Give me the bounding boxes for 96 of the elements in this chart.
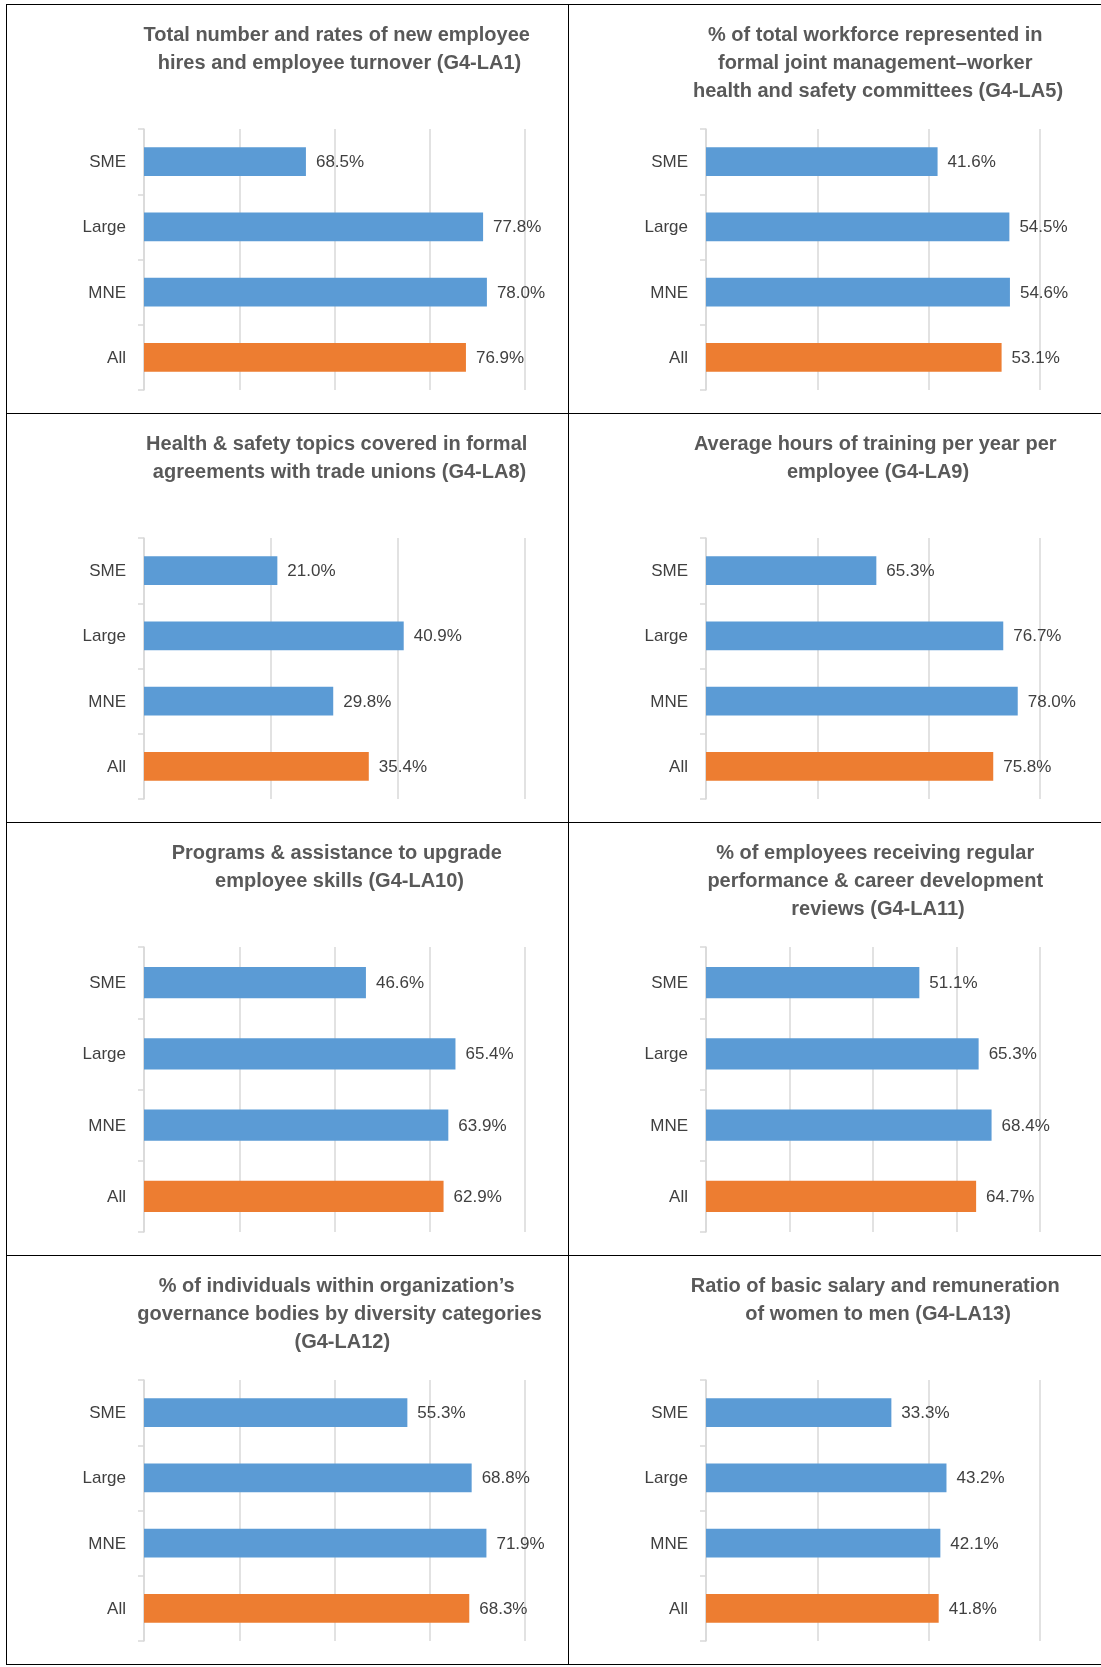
y-tick-label: Large [82,626,126,646]
y-tick-label: Large [82,217,126,237]
y-tick-label: All [669,1598,688,1618]
bar [144,966,366,999]
bar [706,1398,892,1427]
data-label: 33.3% [901,1403,950,1423]
bar [144,1109,449,1141]
bar [144,1528,487,1558]
y-tick-label: MNE [88,1115,126,1135]
y-tick-label: All [107,1186,126,1206]
data-label: 65.3% [988,1044,1037,1064]
y-tick-label: MNE [88,691,126,711]
bar [706,212,1010,242]
data-label: 75.8% [1003,756,1052,776]
data-label: 41.8% [948,1598,997,1618]
data-label: 46.6% [375,973,425,993]
y-tick-label: SME [651,1403,688,1423]
bar [706,1463,947,1493]
bar [144,1398,408,1427]
data-label: 63.9% [458,1115,507,1135]
bar [706,1594,939,1623]
y-tick-label: SME [89,1403,126,1423]
chart-title: % of employees receiving regular performance & career development reviews (G4-LA11) [707,841,1049,919]
data-label: 41.6% [947,152,996,172]
y-tick-label: All [669,1186,688,1206]
y-tick-label: MNE [650,1533,688,1553]
y-tick-label: MNE [88,1533,126,1553]
data-label: 76.9% [475,347,525,367]
bar [706,1180,977,1213]
data-label: 29.8% [343,691,392,711]
bar [144,1038,456,1070]
data-label: 64.7% [986,1186,1035,1206]
chart-title: % of total workforce represented in formal joint management–worker health and safety committees (G4-LA5) [692,23,1064,101]
y-tick-label: All [107,1598,126,1618]
bar [706,1109,992,1141]
y-tick-label: All [669,756,688,776]
data-label: 53.1% [1011,347,1060,367]
y-tick-label: MNE [650,691,688,711]
bar [144,1180,444,1213]
y-tick-label: Large [644,1044,688,1064]
data-label: 54.6% [1019,282,1069,302]
y-tick-label: SME [651,561,688,581]
data-label: 35.4% [378,756,427,776]
chart-title: Total number and rates of new employee hires and employee turnover (G4-LA1) [143,23,536,73]
chart-title: Average hours of training per year per employee (G4-LA9) [693,432,1063,482]
data-label: 65.3% [886,561,935,581]
bar [144,556,278,585]
bar [706,343,1002,372]
y-tick-label: Large [82,1044,126,1064]
data-label: 65.4% [465,1044,514,1064]
bar [144,1594,470,1623]
data-label: 68.3% [479,1598,528,1618]
chart-title: Programs & assistance to upgrade employee skills (G4-LA10) [171,841,508,891]
data-label: 42.1% [950,1533,999,1553]
bar [144,1463,472,1493]
y-tick-label: Large [644,626,688,646]
y-tick-label: All [669,347,688,367]
bar [706,1038,979,1070]
data-label: 55.3% [417,1403,466,1423]
data-label: 78.0% [1027,691,1076,711]
data-label: 43.2% [956,1468,1005,1488]
data-label: 40.9% [413,626,462,646]
y-tick-label: Large [644,217,688,237]
bar [144,752,369,781]
y-tick-label: MNE [88,282,126,302]
y-tick-label: SME [651,152,688,172]
data-label: 68.4% [1001,1115,1050,1135]
y-tick-label: SME [89,152,126,172]
data-label: 62.9% [453,1186,502,1206]
y-tick-label: SME [651,973,688,993]
data-label: 71.9% [496,1533,545,1553]
bar [706,966,920,999]
bar [706,277,1010,307]
data-label: 51.1% [929,973,978,993]
y-tick-label: All [107,756,126,776]
data-label: 21.0% [287,561,336,581]
y-tick-label: MNE [650,282,688,302]
chart-title: Ratio of basic salary and remuneration of women to men (G4-LA13) [690,1274,1066,1324]
y-tick-label: MNE [650,1115,688,1135]
bar [144,621,404,651]
data-label: 68.5% [315,152,365,172]
data-label: 77.8% [493,217,542,237]
y-tick-label: Large [82,1468,126,1488]
data-label: 54.5% [1019,217,1068,237]
chart-title: Health & safety topics covered in formal agreements with trade unions (G4-LA8) [146,432,533,482]
data-label: 78.0% [496,282,546,302]
y-tick-label: SME [89,561,126,581]
y-tick-label: SME [89,973,126,993]
bar [706,147,938,176]
chart-title: % of individuals within organization’s governance bodies by diversity categories (G4-LA12) [137,1274,542,1352]
y-tick-label: All [107,347,126,367]
y-tick-label: Large [644,1468,688,1488]
bar [706,1528,941,1558]
data-label: 76.7% [1013,626,1062,646]
data-label: 68.8% [481,1468,530,1488]
bar [144,686,334,716]
